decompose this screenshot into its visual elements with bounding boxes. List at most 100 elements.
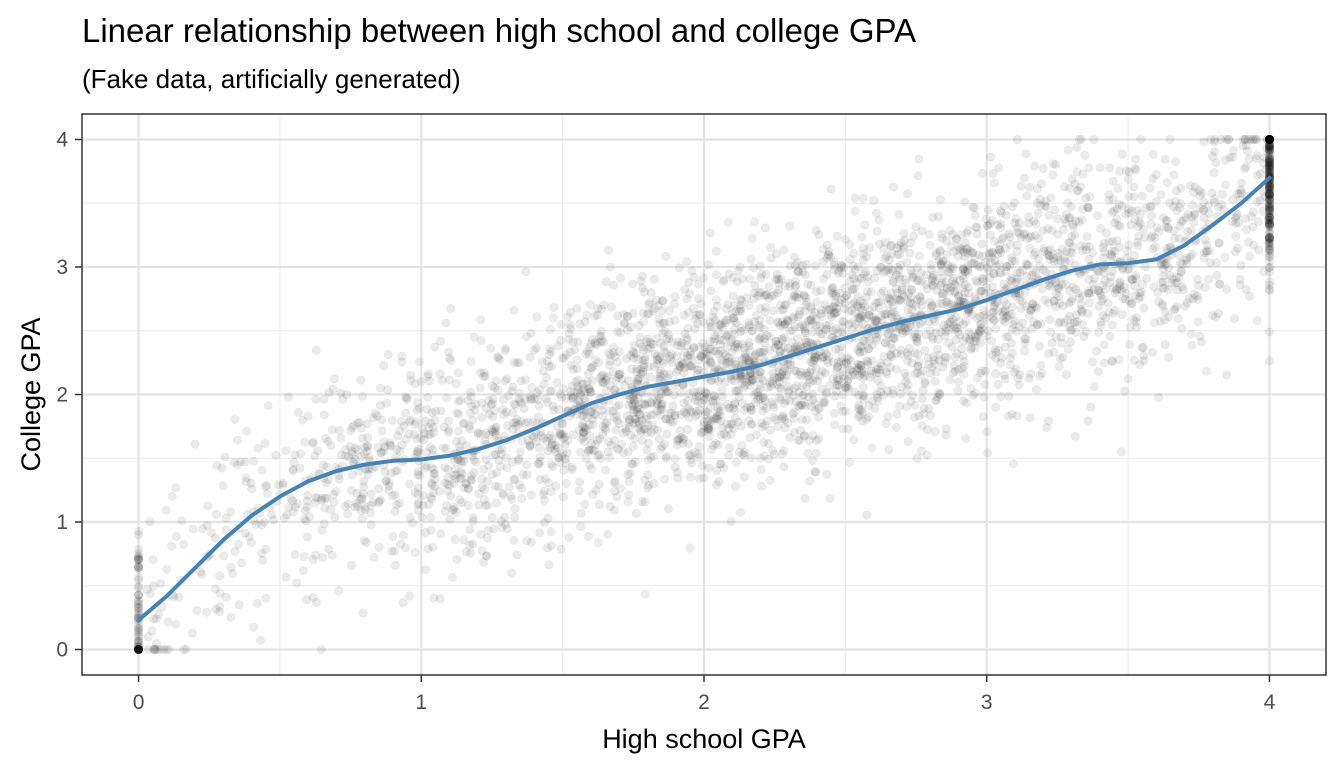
scatter-point [498,395,508,405]
scatter-point [1265,135,1275,145]
scatter-point [476,315,486,325]
scatter-point [987,248,997,258]
scatter-point [684,439,694,449]
scatter-point [1121,166,1131,176]
scatter-point [495,461,505,471]
scatter-point [632,375,642,385]
scatter-point [794,387,804,397]
scatter-point [249,622,259,632]
scatter-point [215,571,225,581]
scatter-point [171,531,181,541]
scatter-point [167,491,177,501]
scatter-point [134,625,144,635]
scatter-point [134,622,144,632]
scatter-point [308,592,318,602]
scatter-point [488,427,498,437]
scatter-point [672,351,682,361]
scatter-point [995,267,1005,277]
scatter-point [716,355,726,365]
scatter-point [772,373,782,383]
scatter-point [469,332,479,342]
scatter-point [976,261,986,271]
scatter-point [1251,135,1261,145]
scatter-point [779,462,789,472]
scatter-point [714,477,724,487]
scatter-point [1190,210,1200,220]
scatter-point [1055,353,1065,363]
scatter-point [949,361,959,371]
scatter-point [928,334,938,344]
scatter-point [748,375,758,385]
scatter-point [747,234,757,244]
scatter-point [609,478,619,488]
scatter-point [957,363,967,373]
scatter-point [242,426,252,436]
scatter-point [765,378,775,388]
scatter-point [1161,216,1171,226]
scatter-point [742,403,752,413]
scatter-point [755,303,765,313]
scatter-point [554,453,564,463]
scatter-point [471,457,481,467]
scatter-point [789,427,799,437]
scatter-point [620,318,630,328]
scatter-point [453,368,463,378]
scatter-point [934,299,944,309]
scatter-point [1000,306,1010,316]
scatter-point [1036,360,1046,370]
scatter-point [834,298,844,308]
scatter-point [1265,356,1275,366]
scatter-point [661,386,671,396]
scatter-point [624,400,634,410]
scatter-point [717,386,727,396]
scatter-point [586,464,596,474]
scatter-point [793,289,803,299]
scatter-point [1265,135,1275,145]
scatter-point [1099,340,1109,350]
scatter-point [1004,229,1014,239]
scatter-point [925,240,935,250]
scatter-point [252,598,262,608]
scatter-point [909,412,919,422]
scatter-point [876,262,886,272]
scatter-point [1030,231,1040,241]
scatter-point [859,336,869,346]
scatter-point [810,352,820,362]
scatter-point [545,344,555,354]
scatter-point [1129,355,1139,365]
scatter-point [279,513,289,523]
scatter-point [233,460,243,470]
scatter-point [683,323,693,333]
scatter-point [491,498,501,508]
scatter-point [612,492,622,502]
scatter-point [1176,183,1186,193]
scatter-point [1123,265,1133,275]
scatter-point [902,402,912,412]
scatter-point [711,270,721,280]
scatter-point [832,231,842,241]
scatter-point [1012,227,1022,237]
scatter-point [1265,135,1275,145]
scatter-point [416,433,426,443]
scatter-point [833,268,843,278]
scatter-point [226,562,236,572]
scatter-point [974,325,984,335]
scatter-point [914,251,924,261]
scatter-point [781,300,791,310]
scatter-point [1201,366,1211,376]
scatter-point [603,371,613,381]
scatter-point [674,337,684,347]
scatter-point [134,638,144,648]
scatter-point [202,607,212,617]
scatter-point [811,226,821,236]
scatter-point [988,307,998,317]
scatter-point [219,551,229,561]
scatter-point [203,501,213,511]
scatter-point [730,399,740,409]
scatter-point [343,499,353,509]
scatter-point [816,285,826,295]
scatter-point [1136,135,1146,145]
scatter-point [971,336,981,346]
scatter-point [318,460,328,470]
scatter-point [443,416,453,426]
